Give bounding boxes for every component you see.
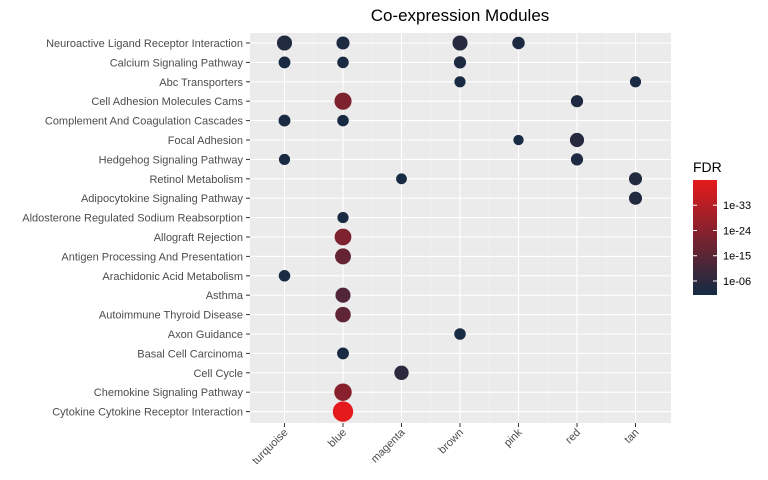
y-tick-label: Complement And Coagulation Cascades (45, 116, 244, 128)
data-point (334, 383, 352, 401)
data-point (452, 35, 468, 51)
data-point (335, 306, 351, 323)
data-point (278, 56, 291, 69)
data-point (337, 114, 349, 127)
data-point (336, 36, 350, 50)
y-tick-label: Retinol Metabolism (149, 174, 243, 186)
legend-tick-label: 1e-24 (723, 225, 751, 237)
data-point (394, 365, 409, 380)
data-point (629, 76, 642, 88)
data-point (334, 92, 352, 110)
color-legend: FDR 1e-33 1e-24 1e-15 1e-06 (693, 159, 751, 295)
legend-title: FDR (693, 159, 722, 175)
data-point (335, 248, 351, 265)
legend-tick-label: 1e-33 (723, 200, 751, 212)
data-point (513, 134, 524, 146)
data-point (276, 35, 293, 51)
data-point (278, 153, 291, 165)
data-point (454, 328, 466, 340)
y-tick-label: Focal Adhesion (168, 135, 243, 147)
y-tick-label: Adipocytokine Signaling Pathway (81, 193, 244, 205)
legend-ticks: 1e-33 1e-24 1e-15 1e-06 (693, 200, 751, 288)
data-point (628, 191, 643, 205)
y-tick-label: Neuroactive Ligand Receptor Interaction (46, 38, 243, 50)
data-point (278, 114, 291, 127)
data-point (337, 56, 349, 69)
x-axis: turquoise blue magenta brown pink red tan (250, 423, 642, 467)
data-point (628, 172, 643, 186)
y-tick-label: Arachidonic Acid Metabolism (102, 271, 243, 283)
y-tick-label: Antigen Processing And Presentation (61, 251, 243, 263)
data-point (337, 347, 349, 360)
chart-title: Co-expression Modules (371, 6, 550, 25)
y-tick-label: Chemokine Signaling Pathway (94, 387, 244, 399)
y-tick-label: Cell Cycle (193, 368, 243, 380)
data-point (335, 287, 351, 303)
data-point (332, 401, 354, 422)
x-tick-label: red (563, 427, 583, 447)
data-point (570, 95, 584, 108)
points-layer (276, 35, 643, 422)
y-tick-label: Allograft Rejection (154, 232, 243, 244)
y-tick-label: Hedgehog Signaling Pathway (99, 154, 244, 166)
data-point (396, 173, 407, 185)
x-tick-label: tan (622, 427, 641, 446)
data-point (278, 270, 291, 282)
y-axis: Neuroactive Ligand Receptor Interaction C… (22, 38, 250, 419)
x-tick-label: magenta (369, 426, 408, 465)
data-point (569, 132, 585, 148)
legend-tick-label: 1e-15 (723, 251, 751, 263)
y-tick-label: Cytokine Cytokine Receptor Interaction (52, 407, 243, 419)
y-tick-label: Autoimmune Thyroid Disease (99, 310, 243, 322)
y-tick-label: Aldosterone Regulated Sodium Reabsorptio… (22, 213, 243, 225)
legend-tick-label: 1e-06 (723, 276, 751, 288)
data-point (454, 76, 466, 88)
x-tick-label: blue (326, 427, 349, 450)
y-tick-label: Asthma (206, 290, 244, 302)
x-tick-label: brown (436, 427, 466, 457)
x-tick-label: pink (502, 426, 525, 449)
y-tick-label: Abc Transporters (159, 77, 243, 89)
data-point (453, 56, 467, 69)
data-point (512, 36, 525, 50)
y-tick-label: Axon Guidance (168, 329, 243, 341)
y-tick-label: Cell Adhesion Molecules Cams (91, 96, 243, 108)
x-tick-label: turquoise (250, 427, 290, 467)
legend-colorbar (693, 180, 717, 295)
y-tick-label: Calcium Signaling Pathway (110, 57, 244, 69)
data-point (337, 212, 349, 224)
y-tick-label: Basal Cell Carcinoma (137, 348, 244, 360)
data-point (570, 153, 584, 166)
data-point (334, 228, 352, 246)
